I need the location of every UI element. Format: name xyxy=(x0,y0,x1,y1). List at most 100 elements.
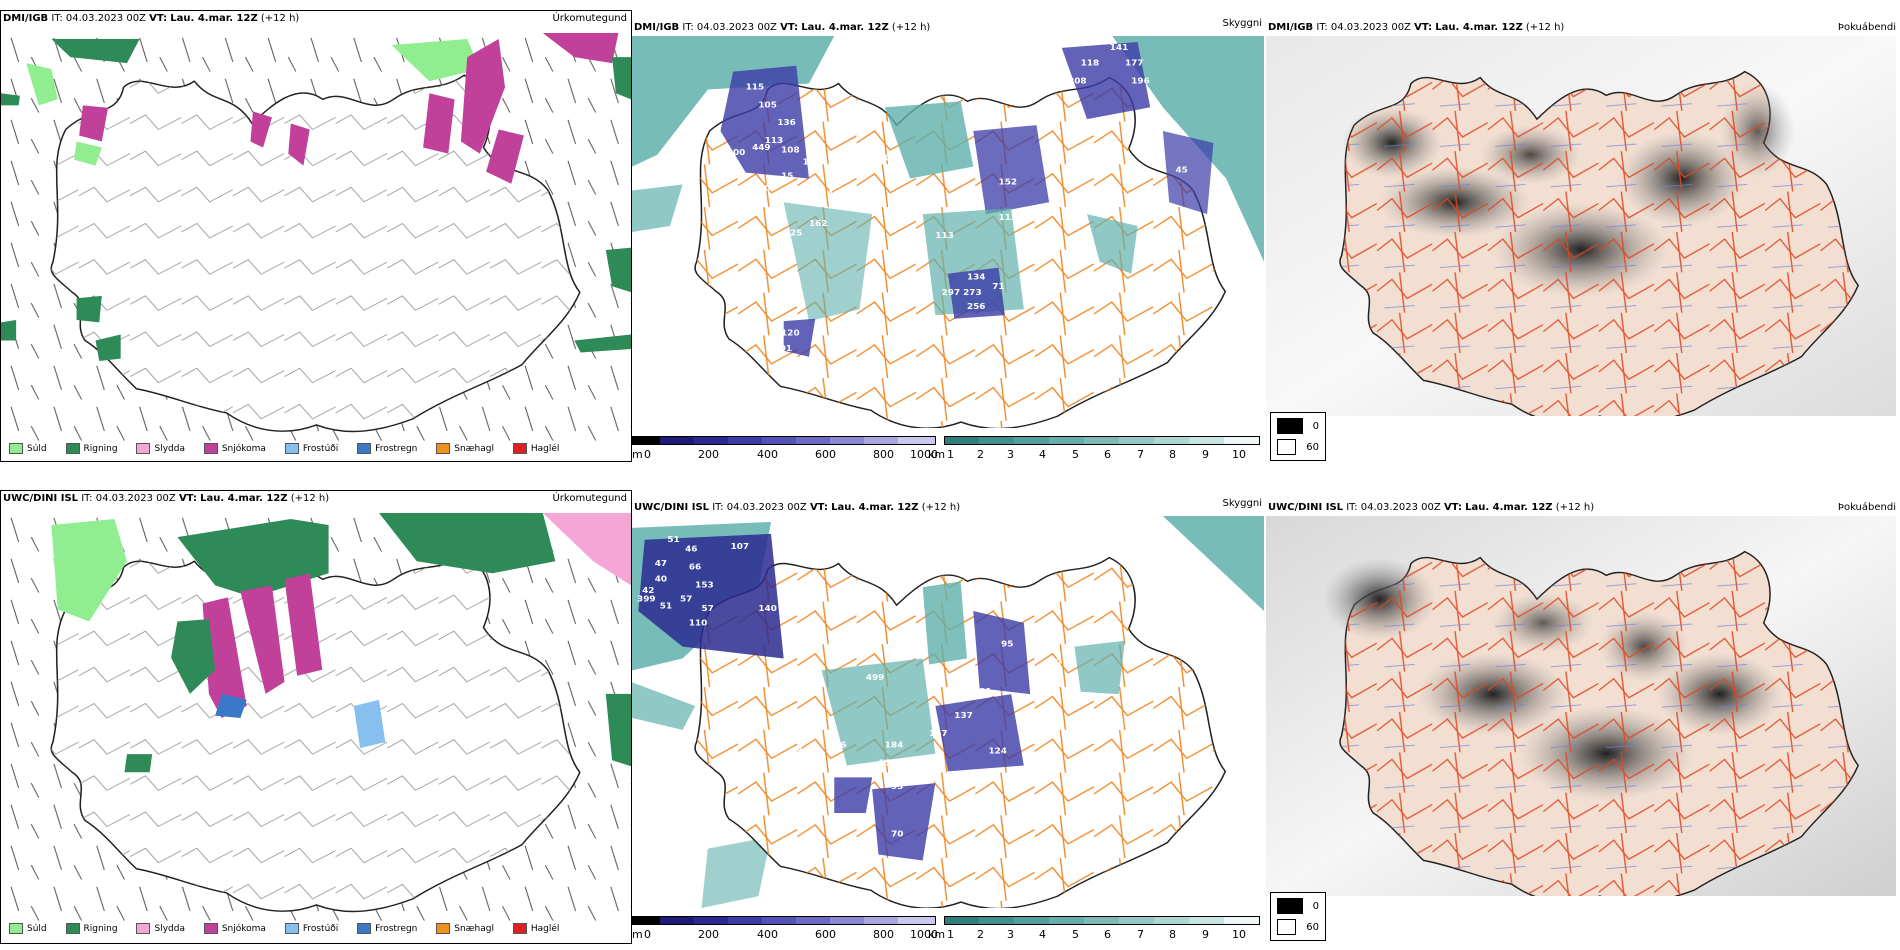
colorbar-tick: 10 xyxy=(1232,928,1246,941)
vis-label: 273 xyxy=(963,288,981,298)
panel-type-label: Þokuábendi xyxy=(1837,22,1896,33)
colorbar-tick: 7 xyxy=(1137,928,1144,941)
vis-label: 499 xyxy=(866,673,884,683)
vis-label: 182 xyxy=(769,217,787,227)
colorbar-tick: 800 xyxy=(873,928,894,941)
colorbar-tick: 2 xyxy=(977,928,984,941)
colorbar-tick: 0 xyxy=(644,928,651,941)
colorbar-tick: 1 xyxy=(947,448,954,461)
vis-label: 80 xyxy=(1049,658,1061,668)
vis-label: 25 xyxy=(790,229,802,239)
colorbar-tick: 800 xyxy=(873,448,894,461)
vis-label: 47 xyxy=(655,559,667,569)
legend-item: Rigning xyxy=(60,443,118,454)
legend-swatch xyxy=(65,443,80,454)
colorbar-tick: 5 xyxy=(1072,448,1079,461)
legend-swatch xyxy=(136,923,151,934)
visibility-map: 51 46 107 780 47 66 40 42 57 57 399 51 1… xyxy=(632,516,1264,908)
vis-label: 297 xyxy=(942,288,960,298)
vis-label: 201 xyxy=(774,344,792,354)
visibility-colorbar-km: km 1 2 3 4 5 6 7 8 9 10 xyxy=(928,436,1262,462)
colorbar-tick: 4 xyxy=(1039,928,1046,941)
colorbar-m-gradient xyxy=(632,916,936,925)
panel-header: UWC/DINI ISL IT: 04.03.2023 00Z VT: Lau.… xyxy=(1268,502,1595,513)
colorbar-tick: 3 xyxy=(1007,928,1014,941)
visibility-map: 115 105 136 113 100 449 108 15 107 101 1… xyxy=(632,36,1264,428)
colorbar-tick: 8 xyxy=(1169,928,1176,941)
vis-label: 43 xyxy=(790,747,802,757)
legend-item: Slydda xyxy=(130,443,185,454)
colorbar-tick: 400 xyxy=(757,448,778,461)
colorbar-tick: 4 xyxy=(1039,448,1046,461)
vis-label: 108 xyxy=(781,146,799,156)
panel-header: UWC/DINI ISL IT: 04.03.2023 00Z VT: Lau.… xyxy=(3,493,330,504)
colorbar-tick: 8 xyxy=(1169,448,1176,461)
legend-swatch xyxy=(136,443,151,454)
legend-item: Snjókoma xyxy=(198,443,266,454)
legend-swatch xyxy=(436,443,451,454)
fog-legend-row: 60 xyxy=(1277,919,1319,935)
fog-map xyxy=(1266,36,1896,416)
colorbar-tick: 200 xyxy=(698,448,719,461)
visibility-panel-uwc: UWC/DINI ISL IT: 04.03.2023 00Z VT: Lau.… xyxy=(632,490,1264,944)
vis-label: 66 xyxy=(834,741,846,751)
visibility-panel-dmi: DMI/IGB IT: 04.03.2023 00Z VT: Lau. 4.ma… xyxy=(632,10,1264,462)
vis-label: 95 xyxy=(1001,640,1013,650)
vis-label: 449 xyxy=(752,143,770,153)
precip-legend: Súld Rigning Slydda Snjókoma Frostúði Fr… xyxy=(3,923,569,934)
vis-label: 46 xyxy=(685,545,697,555)
colorbar-m-gradient xyxy=(632,436,936,445)
vis-label: 107 xyxy=(731,542,749,552)
vis-label: 109 xyxy=(878,154,896,164)
legend-swatch xyxy=(512,923,527,934)
vis-label: 118 xyxy=(1081,59,1099,69)
vis-label: 177 xyxy=(1125,59,1143,69)
vis-label: 780 xyxy=(834,528,852,538)
panel-type-label: Skyggni xyxy=(1222,18,1262,29)
panel-header: DMI/IGB IT: 04.03.2023 00Z VT: Lau. 4.ma… xyxy=(3,13,300,24)
colorbar-tick: 1000 xyxy=(910,928,938,941)
legend-item: Frostúði xyxy=(279,923,338,934)
vis-label: 184 xyxy=(885,741,903,751)
legend-swatch xyxy=(284,443,299,454)
vis-label: 57 xyxy=(680,595,692,605)
fog-legend-swatch xyxy=(1277,898,1303,914)
colorbar-unit: km xyxy=(928,928,946,941)
vis-label: 71 xyxy=(992,282,1004,292)
fog-legend: 0 60 xyxy=(1270,412,1326,461)
vis-label: 15 xyxy=(781,172,793,182)
legend-item: Frostúði xyxy=(279,443,338,454)
colorbar-tick: 200 xyxy=(698,928,719,941)
legend-swatch xyxy=(436,923,451,934)
legend-item: Snæhagl xyxy=(430,443,494,454)
colorbar-tick: 7 xyxy=(1137,448,1144,461)
vis-label: 153 xyxy=(695,580,713,590)
vis-label: 101 xyxy=(803,158,821,168)
colorbar-km-gradient xyxy=(944,436,1260,445)
vis-label: 103 xyxy=(916,776,934,786)
vis-label: 196 xyxy=(1131,77,1149,87)
legend-item: Haglél xyxy=(507,443,559,454)
colorbar-tick: 3 xyxy=(1007,448,1014,461)
panel-header: DMI/IGB IT: 04.03.2023 00Z VT: Lau. 4.ma… xyxy=(634,22,931,33)
vis-label: 42 xyxy=(642,586,654,596)
vis-label: 51 xyxy=(667,535,679,545)
colorbar-tick: 0 xyxy=(644,448,651,461)
colorbar-tick: 9 xyxy=(1202,448,1209,461)
vis-label: 93 xyxy=(891,782,903,792)
fog-panel-uwc: UWC/DINI ISL IT: 04.03.2023 00Z VT: Lau.… xyxy=(1266,490,1900,944)
colorbar-tick: 6 xyxy=(1104,928,1111,941)
visibility-colorbar-m: m 0 200 400 600 800 1000 xyxy=(632,916,942,942)
vis-label: 152 xyxy=(999,178,1017,188)
vis-label: 113 xyxy=(999,213,1017,223)
vis-label: 124 xyxy=(988,747,1006,757)
fog-legend: 0 60 xyxy=(1270,892,1326,941)
precip-map xyxy=(1,33,631,443)
vis-label: 110 xyxy=(689,619,707,629)
vis-label: 113 xyxy=(935,231,953,241)
fog-legend-row: 60 xyxy=(1277,439,1319,455)
panel-type-label: Úrkomutegund xyxy=(552,493,627,504)
vis-label: 399 xyxy=(637,595,655,605)
vis-label: 208 xyxy=(1068,77,1086,87)
colorbar-tick: 400 xyxy=(757,928,778,941)
